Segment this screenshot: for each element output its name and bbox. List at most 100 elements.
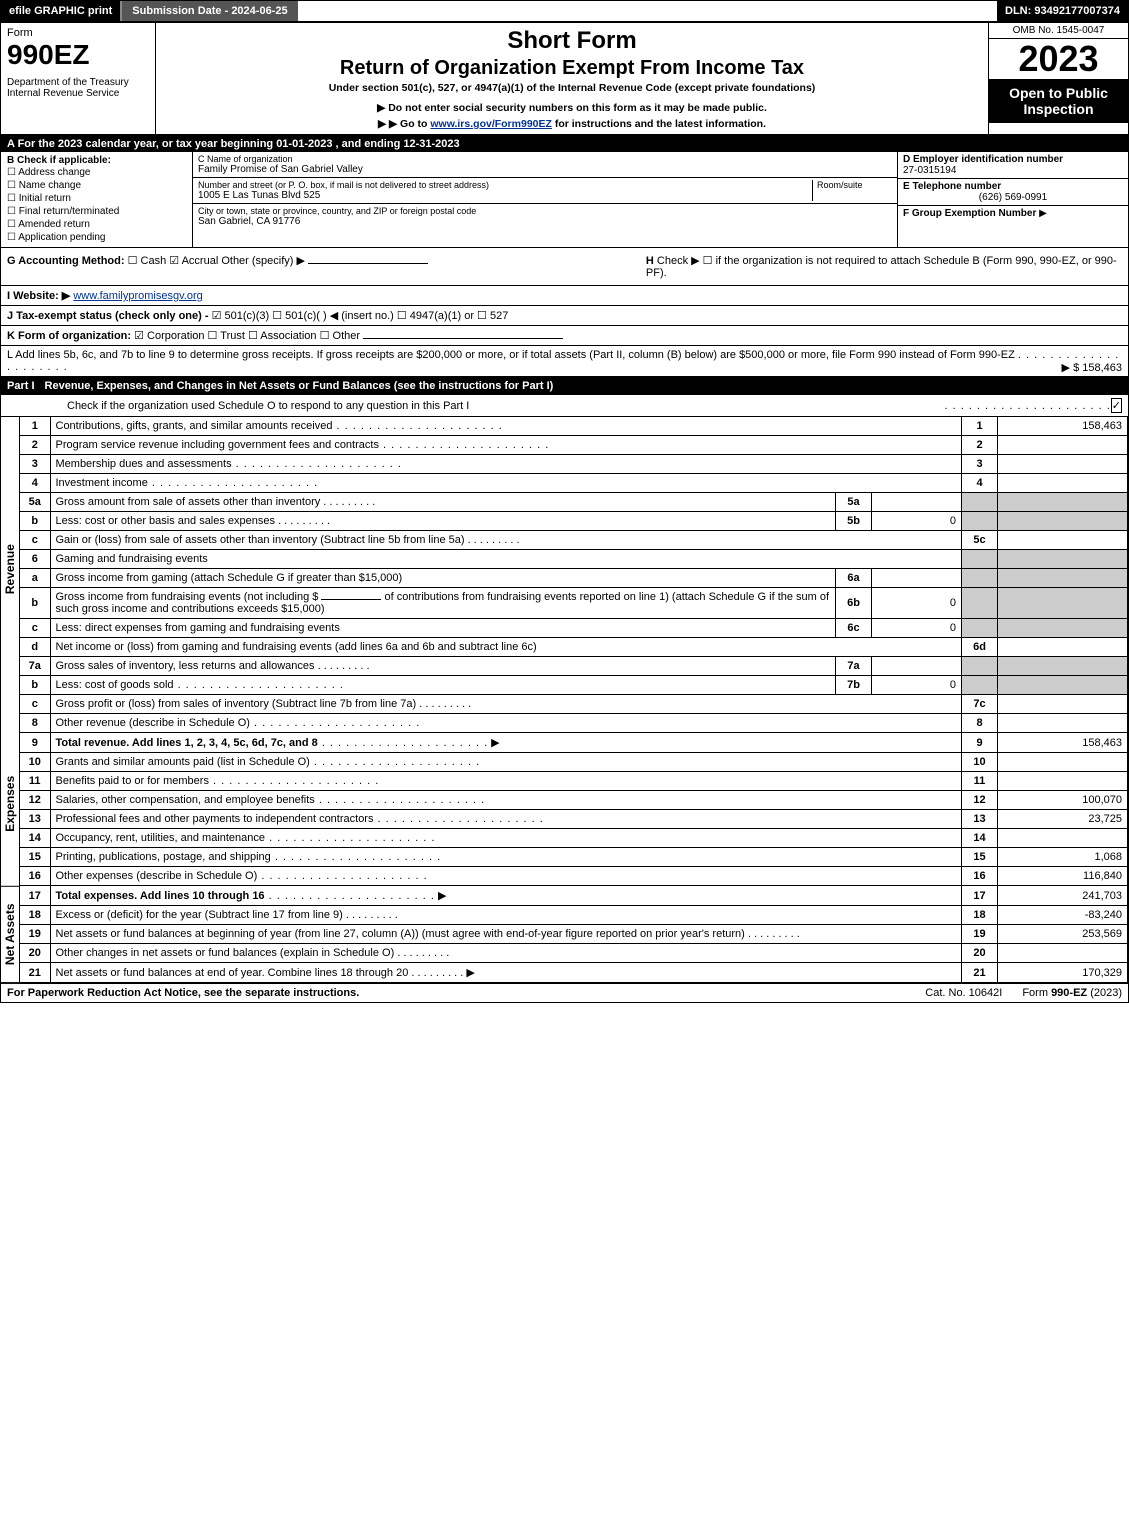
- g-other-input[interactable]: [308, 263, 428, 264]
- l6c-mn: 6c: [836, 619, 872, 638]
- footer-right-post: (2023): [1087, 987, 1122, 999]
- g-other[interactable]: Other (specify) ▶: [221, 255, 305, 267]
- j-label: J Tax-exempt status (check only one) -: [7, 310, 209, 322]
- l3-desc: Membership dues and assessments: [56, 458, 232, 470]
- l7b-desc: Less: cost of goods sold: [56, 679, 174, 691]
- part1-num: Part I: [7, 380, 45, 392]
- col-b-checkboxes: B Check if applicable: Address change Na…: [1, 152, 193, 247]
- l2-desc: Program service revenue including govern…: [56, 439, 379, 451]
- l6b-input[interactable]: [321, 599, 381, 600]
- submission-date: Submission Date - 2024-06-25: [120, 1, 297, 21]
- l20-num: 20: [20, 944, 50, 963]
- irs-url[interactable]: www.irs.gov/Form990EZ: [430, 118, 552, 130]
- footer-center: Cat. No. 10642I: [905, 987, 1022, 999]
- sidebar-revenue: Revenue: [1, 417, 19, 721]
- l2-rnum: 2: [962, 436, 998, 455]
- chk-address-change[interactable]: Address change: [7, 166, 186, 179]
- line-4: 4 Investment income 4: [20, 474, 1128, 493]
- dots-icon: [250, 717, 420, 729]
- l6b-shade2: [998, 588, 1128, 619]
- phone-value: (626) 569-0991: [903, 192, 1123, 203]
- part1-header: Part I Revenue, Expenses, and Changes in…: [1, 377, 1128, 395]
- part1-checkbox[interactable]: ✓: [1111, 398, 1122, 413]
- open-public: Open to Public Inspection: [989, 79, 1128, 123]
- g-cash[interactable]: Cash: [128, 255, 167, 267]
- line-8: 8 Other revenue (describe in Schedule O)…: [20, 714, 1128, 733]
- l17-desc: Total expenses. Add lines 10 through 16: [56, 890, 265, 902]
- city-cell: City or town, state or province, country…: [193, 204, 897, 229]
- l19-rval: 253,569: [998, 925, 1128, 944]
- goto-link[interactable]: ▶ Go to www.irs.gov/Form990EZ for instru…: [164, 118, 980, 130]
- l7c-rval: [998, 695, 1128, 714]
- lines-table: 1 Contributions, gifts, grants, and simi…: [20, 417, 1128, 983]
- l11-desc: Benefits paid to or for members: [56, 775, 209, 787]
- phone-cell: E Telephone number (626) 569-0991: [898, 179, 1128, 206]
- dots-icon: [318, 737, 488, 749]
- l7a-num: 7a: [20, 657, 50, 676]
- l9-rval: 158,463: [998, 733, 1128, 753]
- line-6: 6 Gaming and fundraising events: [20, 550, 1128, 569]
- l7a-desc: Gross sales of inventory, less returns a…: [56, 660, 315, 672]
- chk-final-return[interactable]: Final return/terminated: [7, 205, 186, 218]
- header-center: Short Form Return of Organization Exempt…: [156, 23, 988, 134]
- l10-num: 10: [20, 753, 50, 772]
- l1-rnum: 1: [962, 417, 998, 436]
- chk-name-change[interactable]: Name change: [7, 179, 186, 192]
- header-right: OMB No. 1545-0047 2023 Open to Public In…: [988, 23, 1128, 134]
- line-15: 15 Printing, publications, postage, and …: [20, 848, 1128, 867]
- h-text: Check ▶ ☐ if the organization is not req…: [646, 255, 1117, 279]
- l7a-mn: 7a: [836, 657, 872, 676]
- l7c-num: c: [20, 695, 50, 714]
- row-i: I Website: ▶ www.familypromisesgv.org: [1, 286, 1128, 306]
- org-name-cell: C Name of organization Family Promise of…: [193, 152, 897, 178]
- header-left: Form 990EZ Department of the Treasury In…: [1, 23, 156, 134]
- line-5c: c Gain or (loss) from sale of assets oth…: [20, 531, 1128, 550]
- chk-amended-return[interactable]: Amended return: [7, 218, 186, 231]
- l4-rnum: 4: [962, 474, 998, 493]
- l6a-shade2: [998, 569, 1128, 588]
- l10-rval: [998, 753, 1128, 772]
- l6-num: 6: [20, 550, 50, 569]
- l17-rval: 241,703: [998, 886, 1128, 906]
- l16-desc: Other expenses (describe in Schedule O): [56, 870, 258, 882]
- dots-icon: [745, 928, 800, 940]
- sidebar-column: Revenue Expenses Net Assets: [1, 417, 20, 983]
- l7b-mv: 0: [872, 676, 962, 695]
- k-label: K Form of organization:: [7, 330, 131, 342]
- l19-num: 19: [20, 925, 50, 944]
- l16-rval: 116,840: [998, 867, 1128, 886]
- line-3: 3 Membership dues and assessments 3: [20, 455, 1128, 474]
- line-12: 12 Salaries, other compensation, and emp…: [20, 791, 1128, 810]
- l5b-shade2: [998, 512, 1128, 531]
- l14-rval: [998, 829, 1128, 848]
- line-14: 14 Occupancy, rent, utilities, and maint…: [20, 829, 1128, 848]
- line-11: 11 Benefits paid to or for members 11: [20, 772, 1128, 791]
- dots-icon: [465, 534, 520, 546]
- col-b-title: B Check if applicable:: [7, 155, 186, 166]
- line-19: 19 Net assets or fund balances at beginn…: [20, 925, 1128, 944]
- g-accrual[interactable]: Accrual: [169, 255, 218, 267]
- footer-right: Form 990-EZ (2023): [1022, 987, 1122, 999]
- l5a-mv: [872, 493, 962, 512]
- j-options[interactable]: ☑ 501(c)(3) ☐ 501(c)( ) ◀ (insert no.) ☐…: [212, 310, 509, 322]
- page-footer: For Paperwork Reduction Act Notice, see …: [1, 983, 1128, 1002]
- footer-right-bold: 990-EZ: [1051, 987, 1087, 999]
- irs-label: Internal Revenue Service: [7, 88, 149, 99]
- row-h: H Check ▶ ☐ if the organization is not r…: [646, 254, 1122, 279]
- chk-initial-return[interactable]: Initial return: [7, 192, 186, 205]
- k-other-input[interactable]: [363, 338, 563, 339]
- l21-num: 21: [20, 963, 50, 983]
- street-cell: Number and street (or P. O. box, if mail…: [193, 178, 897, 204]
- l19-rnum: 19: [962, 925, 998, 944]
- chk-application-pending[interactable]: Application pending: [7, 231, 186, 244]
- l7b-shade: [962, 676, 998, 695]
- i-label: I Website: ▶: [7, 290, 70, 302]
- k-options[interactable]: ☑ Corporation ☐ Trust ☐ Association ☐ Ot…: [134, 330, 360, 342]
- l8-rval: [998, 714, 1128, 733]
- website-link[interactable]: www.familypromisesgv.org: [73, 290, 202, 302]
- dln-label: DLN: 93492177007374: [997, 1, 1128, 21]
- l6b-mv: 0: [872, 588, 962, 619]
- l4-rval: [998, 474, 1128, 493]
- sidebar-netassets: Net Assets: [1, 887, 19, 983]
- l5a-mn: 5a: [836, 493, 872, 512]
